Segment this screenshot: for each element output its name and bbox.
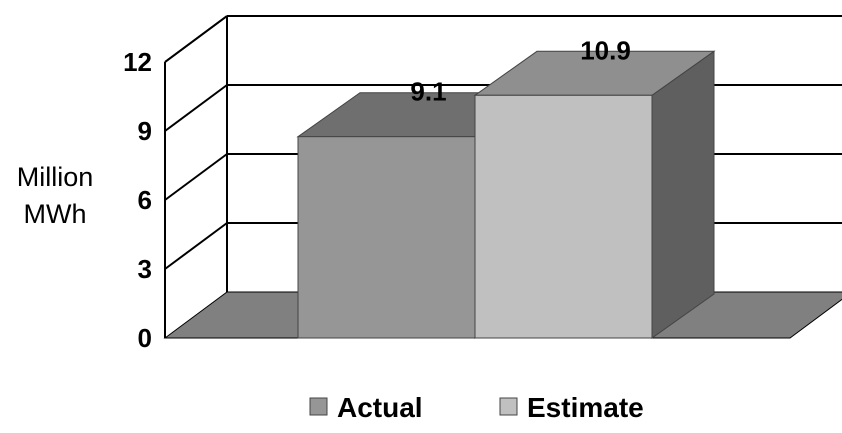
legend-label-actual: Actual: [337, 392, 423, 423]
gridline-side-6: [164, 153, 228, 201]
y-tick-label-12: 12: [123, 47, 152, 77]
y-tick-label-0: 0: [138, 323, 152, 353]
bar-estimate: [473, 50, 716, 339]
data-label-actual: 9.1: [410, 77, 446, 107]
y-tick-label-6: 6: [138, 185, 152, 215]
y-axis-label-line-1: Million: [17, 162, 94, 192]
legend-swatch-actual: [309, 397, 328, 416]
legend-label-estimate: Estimate: [527, 392, 644, 423]
legend-item-actual: Actual: [309, 392, 423, 423]
gridline-side-9: [164, 84, 228, 132]
bar-front-face: [297, 136, 476, 339]
legend-swatch-estimate: [499, 397, 518, 416]
legend: Actual Estimate: [309, 392, 644, 423]
y-tick-label-3: 3: [138, 254, 152, 284]
bar-side-face: [651, 50, 715, 339]
data-labels: 9.1 10.9: [410, 35, 630, 106]
bar-front-face: [474, 94, 653, 339]
legend-item-estimate: Estimate: [499, 392, 644, 423]
gridline-side-3: [164, 222, 228, 270]
y-axis-ticks: 0 3 6 9 12: [123, 47, 152, 353]
data-label-estimate: 10.9: [580, 35, 631, 65]
gridline-side-12: [164, 15, 228, 63]
bars: [296, 50, 716, 339]
y-axis-label-line-2: MWh: [24, 199, 87, 229]
y-tick-label-9: 9: [138, 116, 152, 146]
